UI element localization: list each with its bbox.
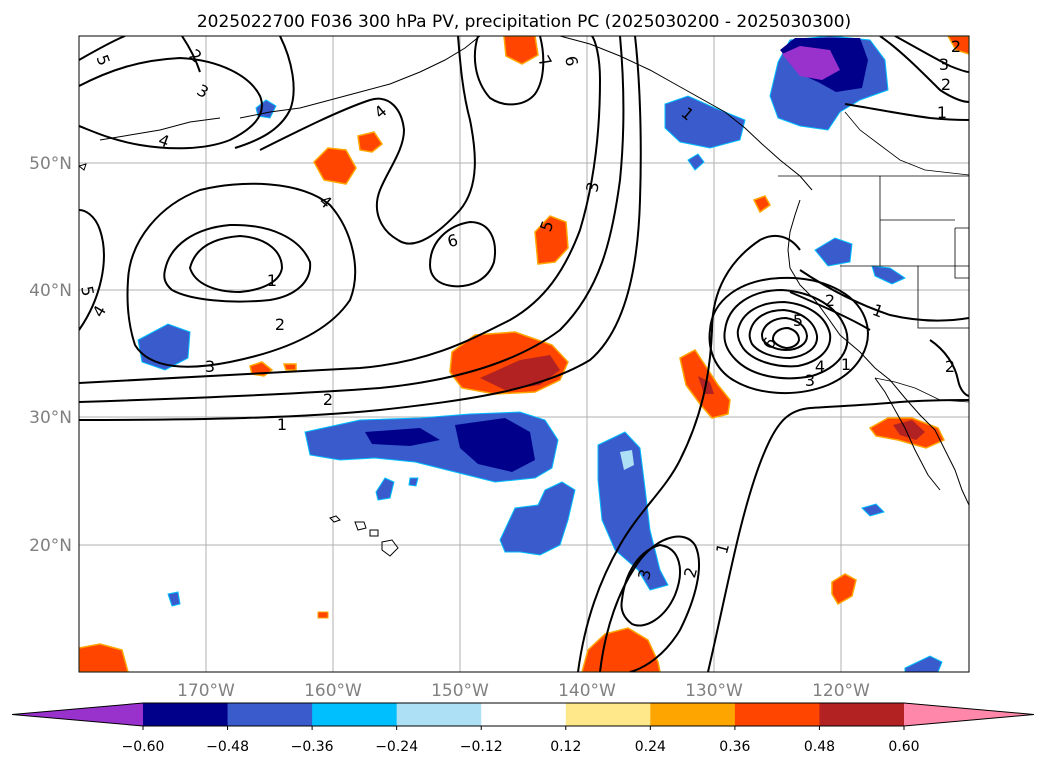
contour-label: 3 [205, 357, 215, 376]
colorbar-swatch [650, 703, 736, 726]
colorbar: −0.60 −0.48 −0.36 −0.24 −0.12 0.12 0.24 0.36 0.4… [11, 702, 1035, 755]
coastlines [79, 36, 969, 557]
colorbar-tick-label: 0.12 [550, 739, 581, 755]
colorbar-tick-label: 0.36 [719, 739, 750, 755]
contour-label: 2 [825, 291, 835, 310]
colorbar-swatch [312, 703, 398, 726]
map-frame [78, 35, 970, 673]
contour-label: 4 [815, 357, 825, 376]
lat-label: 40°N [29, 281, 72, 301]
contour-label: 1 [277, 415, 287, 434]
colorbar-tick-label: −0.24 [375, 739, 418, 755]
colorbar-swatch [565, 703, 651, 726]
contour-label: 1 [712, 541, 733, 556]
contour-label: 2 [945, 357, 955, 376]
contour-label: 3 [582, 180, 602, 193]
lon-label: 150°W [431, 681, 489, 701]
colorbar-tick-label: −0.36 [291, 739, 334, 755]
longitude-labels: 170°W 160°W 150°W 140°W 130°W 120°W [177, 681, 870, 701]
colorbar-swatch [396, 703, 482, 726]
lat-label: 50°N [29, 154, 72, 174]
colorbar-swatch [481, 703, 567, 726]
colorbar-swatch [734, 703, 820, 726]
contour-label: 1 [841, 355, 851, 374]
lon-label: 160°W [304, 681, 362, 701]
colorbar-extend-high [904, 703, 1034, 726]
contour-label: 1 [937, 103, 947, 122]
colorbar-swatch [227, 703, 313, 726]
colorbar-tick-label: −0.12 [460, 739, 503, 755]
colorbar-tick-label: 0.48 [804, 739, 835, 755]
political-borders [778, 111, 969, 403]
lon-label: 130°W [685, 681, 743, 701]
contour-label: 5 [793, 311, 803, 330]
colorbar-tick-label: 0.60 [888, 739, 919, 755]
lon-label: 120°W [812, 681, 870, 701]
contour-label: 6 [445, 230, 460, 251]
contour-label: 2 [323, 390, 333, 409]
colorbar-swatch [143, 703, 229, 726]
pv-contours [79, 36, 969, 672]
colorbar-tick-label: 0.24 [635, 739, 666, 755]
contour-label: 6 [561, 54, 581, 67]
negative-pc-shading [137, 36, 943, 672]
lat-label: 30°N [29, 408, 72, 428]
colorbar-tick-label: −0.48 [206, 739, 249, 755]
contour-label: 5 [77, 284, 97, 297]
contour-label: 2 [680, 565, 701, 580]
colorbar-tick-label: −0.60 [122, 739, 165, 755]
latitude-labels: 50°N 40°N 30°N 20°N [29, 154, 72, 556]
lon-label: 170°W [177, 681, 235, 701]
figure-title: 2025022700 F036 300 hPa PV, precipitatio… [197, 12, 851, 32]
contour-label: 3 [634, 567, 655, 582]
contour-label: 1 [267, 271, 277, 290]
contour-label: 2 [275, 315, 285, 334]
contour-label: 2 [951, 37, 961, 56]
contour-label: 3 [805, 371, 815, 390]
lat-label: 20°N [29, 536, 72, 556]
map-layer: 5 2 3 4 7 6 1 2 3 6 4 1 2 5 3 4 1 2 3 6 … [77, 36, 969, 672]
lon-label: 140°W [558, 681, 616, 701]
contour-label: 3 [939, 55, 949, 74]
contour-labels: 5 2 3 4 7 6 1 2 3 6 4 1 2 5 3 4 1 2 3 6 … [77, 37, 961, 582]
contour-label: 2 [941, 75, 951, 94]
colorbar-extend-low [12, 703, 143, 726]
colorbar-swatch [819, 703, 905, 726]
